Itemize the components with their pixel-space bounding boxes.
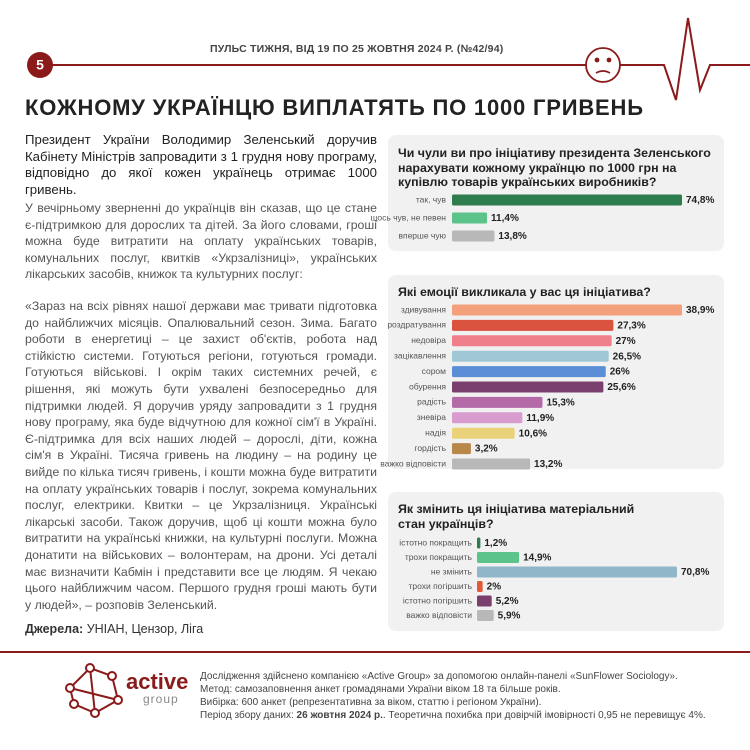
category-label: сором: [422, 366, 447, 376]
lead: Президент України Володимир Зеленський д…: [25, 132, 377, 197]
category-label: вперше чую: [398, 230, 446, 240]
category-label: гордість: [414, 443, 446, 453]
bar: [452, 396, 543, 408]
bar: [477, 581, 483, 592]
sources: Джерела: УНІАН, Цензор, Ліга: [25, 622, 203, 636]
page-badge: [27, 52, 53, 78]
value-label: 26,5%: [613, 351, 641, 362]
sources-list: УНІАН, Цензор, Ліга: [86, 622, 204, 636]
chart-title: Чи чули ви про ініціативу президента Зел…: [398, 146, 711, 189]
bar: [452, 366, 606, 378]
panel: [388, 492, 724, 631]
bar: [452, 304, 682, 316]
bar: [452, 194, 682, 206]
category-label: обурення: [409, 381, 446, 391]
category-label: зацікавлення: [394, 350, 446, 360]
period-rest: . Теоретична похибка при довірчій імовір…: [382, 710, 706, 721]
value-label: 11,4%: [491, 213, 519, 224]
sources-label: Джерела:: [25, 622, 84, 636]
logo-subtext: group: [143, 692, 179, 706]
value-label: 10,6%: [519, 428, 547, 439]
value-label: 1,2%: [484, 538, 507, 549]
bar: [452, 427, 515, 439]
category-label: так, чув: [416, 194, 447, 204]
value-label: 15,3%: [546, 398, 574, 409]
footer-line-text: Метод: самозаповнення анкет громадянами …: [200, 684, 561, 695]
period-label: Період збору даних:: [200, 710, 294, 721]
category-label: істотно покращить: [399, 537, 472, 547]
bar: [477, 537, 481, 549]
footer-period: Період збору даних: 26 жовтня 2024 р.. Т…: [200, 710, 706, 722]
value-label: 3,2%: [475, 444, 498, 455]
value-label: 2%: [487, 582, 502, 593]
value-label: 25,6%: [607, 382, 635, 393]
value-label: 13,8%: [498, 231, 526, 242]
header-line: [52, 17, 750, 101]
value-label: 13,2%: [534, 459, 562, 470]
value-label: 26%: [610, 367, 630, 378]
logo-icon: [65, 663, 123, 718]
bar: [477, 595, 492, 607]
category-label: надія: [425, 427, 446, 437]
page-number: 5: [36, 57, 44, 73]
bar: [452, 458, 531, 470]
value-label: 5,2%: [496, 596, 519, 607]
footer-line-text: Вибірка: 600 анкет (репрезентативна за в…: [200, 697, 542, 708]
category-label: важко відповісти: [406, 610, 472, 620]
value-label: 70,8%: [681, 567, 709, 578]
category-label: роздратування: [387, 320, 446, 330]
value-label: 38,9%: [686, 305, 714, 316]
bar: [477, 610, 494, 621]
quote: «Зараз на всіх рівнях нашої держави має …: [25, 299, 377, 612]
category-label: здивування: [401, 304, 447, 314]
value-label: 5,9%: [498, 611, 521, 622]
value-label: 14,9%: [523, 553, 551, 564]
bar: [452, 412, 523, 424]
bar: [452, 230, 495, 242]
value-label: 11,9%: [526, 413, 554, 424]
bar: [477, 552, 520, 563]
bar: [452, 381, 604, 393]
issue: ПУЛЬС ТИЖНЯ, ВІД 19 ПО 25 ЖОВТНЯ 2024 Р.…: [210, 43, 504, 55]
category-label: трохи погіршить: [408, 581, 472, 591]
value-label: 27,3%: [617, 321, 645, 332]
category-label: радість: [417, 397, 446, 407]
value-label: 74,8%: [686, 195, 714, 206]
chart-title: Які емоції викликала у вас ця ініціатива…: [398, 285, 651, 299]
bar: [477, 566, 677, 578]
chart-title: Як змінить ця ініціатива матеріальний ст…: [398, 502, 635, 531]
bar: [452, 319, 614, 331]
sad-face: [585, 47, 621, 83]
footer-line-text: Дослідження здійснено компанією «Active …: [200, 671, 678, 682]
bar: [452, 350, 609, 362]
category-label: щось чув, не певен: [370, 212, 446, 222]
category-label: не змінить: [431, 566, 473, 576]
period-date: 26 жовтня 2024 р.: [296, 710, 383, 721]
bar: [452, 335, 612, 347]
logo-text: active: [126, 669, 188, 694]
paragraph: У вечірньому зверненні до українців він …: [25, 201, 377, 282]
category-label: недовіра: [411, 335, 446, 345]
value-label: 27%: [616, 336, 636, 347]
bar: [452, 212, 488, 224]
bar: [452, 443, 471, 455]
category-label: трохи покращить: [405, 552, 473, 562]
category-label: істотно погіршить: [403, 595, 473, 605]
headline: КОЖНОМУ УКРАЇНЦЮ ВИПЛАТЯТЬ ПО 1000 ГРИВЕ…: [25, 95, 644, 120]
category-label: зневіра: [417, 412, 446, 422]
category-label: важко відповісти: [380, 458, 446, 468]
